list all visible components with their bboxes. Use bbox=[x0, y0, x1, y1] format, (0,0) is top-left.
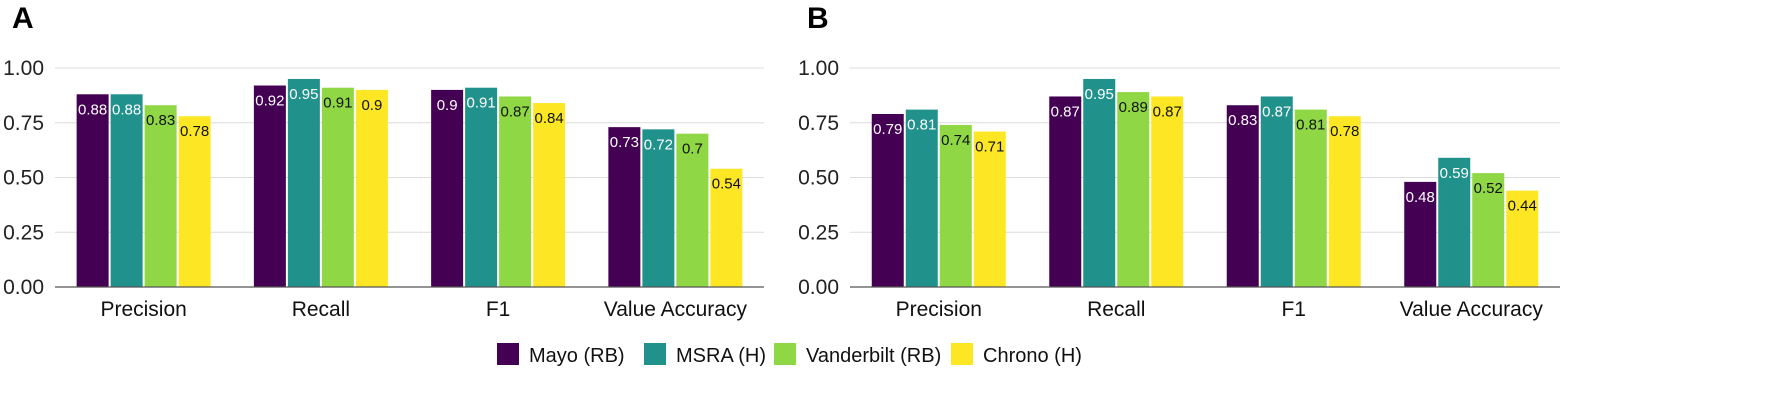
bar bbox=[431, 89, 464, 288]
y-tick-label: 0.50 bbox=[798, 167, 839, 190]
legend-swatch bbox=[951, 343, 973, 365]
y-tick-label: 0.00 bbox=[798, 276, 839, 299]
legend: Mayo (RB) MSRA (H) Vanderbilt (RB) Chrono (… bbox=[497, 343, 1082, 367]
x-tick-label: Precision bbox=[896, 298, 982, 321]
bar bbox=[676, 133, 709, 287]
y-tick-label: 0.75 bbox=[3, 112, 44, 135]
y-tick-label: 0.25 bbox=[798, 221, 839, 244]
bar bbox=[178, 116, 211, 288]
x-tick-label: F1 bbox=[1281, 298, 1306, 321]
data-label: 0.83 bbox=[1228, 112, 1257, 129]
x-tick-label: Recall bbox=[292, 298, 350, 321]
x-tick-label: Precision bbox=[100, 298, 186, 321]
bar bbox=[287, 78, 320, 287]
bar bbox=[355, 89, 388, 288]
data-label: 0.48 bbox=[1406, 189, 1435, 206]
data-label: 0.7 bbox=[682, 141, 703, 158]
bar bbox=[1226, 105, 1259, 287]
data-label: 0.87 bbox=[501, 103, 530, 120]
bar bbox=[608, 127, 641, 287]
x-tick-label: Value Accuracy bbox=[604, 298, 748, 321]
legend-label: MSRA (H) bbox=[676, 345, 766, 367]
bar bbox=[144, 105, 177, 287]
panel-a: A 0.00 0.25 0.50 0.75 1.00 0.88 0.88 0.83 0.78 Pre… bbox=[3, 2, 764, 321]
data-label: 0.95 bbox=[289, 86, 318, 103]
data-label: 0.91 bbox=[467, 95, 496, 112]
x-tick-label: Value Accuracy bbox=[1400, 298, 1544, 321]
data-label: 0.89 bbox=[1119, 99, 1148, 116]
legend-swatch bbox=[774, 343, 796, 365]
bar bbox=[1260, 96, 1293, 287]
data-label: 0.52 bbox=[1474, 180, 1503, 197]
data-label: 0.81 bbox=[1296, 117, 1325, 134]
data-label: 0.81 bbox=[907, 117, 936, 134]
data-label: 0.79 bbox=[873, 121, 902, 138]
legend-label: Vanderbilt (RB) bbox=[806, 345, 941, 367]
x-tick-label: F1 bbox=[486, 298, 511, 321]
data-label: 0.84 bbox=[535, 110, 564, 127]
legend-swatch bbox=[644, 343, 666, 365]
data-label: 0.54 bbox=[712, 176, 741, 193]
bar bbox=[321, 87, 354, 288]
data-label: 0.83 bbox=[146, 112, 175, 129]
legend-swatch bbox=[497, 343, 519, 365]
bar bbox=[1472, 173, 1505, 287]
x-tick-label: Recall bbox=[1087, 298, 1145, 321]
data-label: 0.87 bbox=[1262, 103, 1291, 120]
data-label: 0.88 bbox=[78, 101, 107, 118]
bar bbox=[1404, 181, 1437, 287]
bar bbox=[1438, 157, 1471, 287]
y-tick-label: 0.75 bbox=[798, 112, 839, 135]
data-label: 0.9 bbox=[361, 97, 382, 114]
panel-letter: B bbox=[807, 2, 829, 35]
data-label: 0.92 bbox=[255, 93, 284, 110]
data-label: 0.78 bbox=[1330, 123, 1359, 140]
data-label: 0.9 bbox=[437, 97, 458, 114]
panel-b: B 0.00 0.25 0.50 0.75 1.00 0.79 0.81 0.74 0.71 Pre… bbox=[798, 2, 1560, 321]
bar bbox=[533, 103, 566, 287]
bar bbox=[710, 168, 743, 287]
bar bbox=[1328, 116, 1361, 288]
data-label: 0.44 bbox=[1508, 198, 1537, 215]
bar bbox=[642, 129, 675, 287]
bar bbox=[1151, 96, 1184, 287]
bar bbox=[973, 131, 1006, 287]
bar bbox=[253, 85, 286, 288]
data-label: 0.78 bbox=[180, 123, 209, 140]
legend-label: Mayo (RB) bbox=[529, 345, 625, 367]
bar bbox=[939, 124, 972, 287]
data-label: 0.87 bbox=[1153, 103, 1182, 120]
y-tick-label: 0.50 bbox=[3, 167, 44, 190]
data-label: 0.88 bbox=[112, 101, 141, 118]
panel-letter: A bbox=[12, 2, 34, 35]
data-label: 0.95 bbox=[1085, 86, 1114, 103]
bar bbox=[499, 96, 532, 287]
data-label: 0.72 bbox=[644, 136, 673, 153]
data-label: 0.87 bbox=[1051, 103, 1080, 120]
y-tick-label: 1.00 bbox=[798, 57, 839, 80]
y-tick-label: 0.25 bbox=[3, 221, 44, 244]
y-tick-label: 0.00 bbox=[3, 276, 44, 299]
data-label: 0.74 bbox=[941, 132, 970, 149]
bar bbox=[1294, 109, 1327, 287]
data-label: 0.73 bbox=[610, 134, 639, 151]
data-label: 0.71 bbox=[975, 139, 1004, 156]
bar bbox=[110, 94, 143, 287]
bar bbox=[1083, 78, 1116, 287]
bar bbox=[871, 113, 904, 288]
bar bbox=[905, 109, 938, 287]
bar bbox=[465, 87, 498, 288]
data-label: 0.59 bbox=[1440, 165, 1469, 182]
bar bbox=[1117, 92, 1150, 287]
bar bbox=[76, 94, 109, 287]
y-tick-label: 1.00 bbox=[3, 57, 44, 80]
data-label: 0.91 bbox=[323, 95, 352, 112]
bar bbox=[1049, 96, 1082, 287]
legend-label: Chrono (H) bbox=[983, 345, 1082, 367]
bar bbox=[1506, 190, 1539, 287]
